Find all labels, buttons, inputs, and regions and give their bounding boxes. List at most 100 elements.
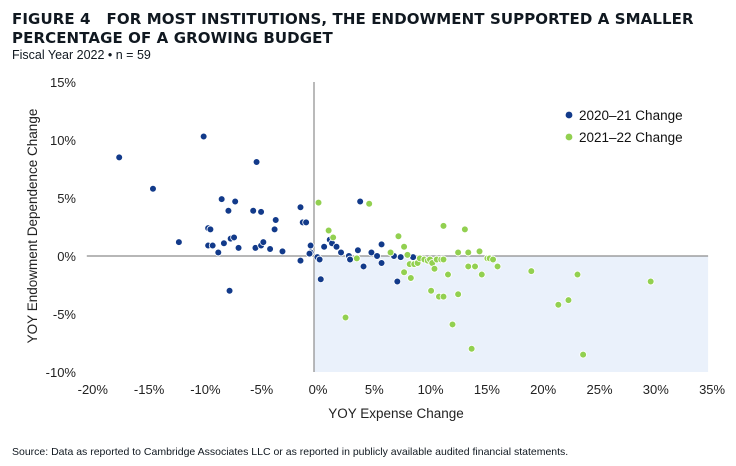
x-axis-label: YOY Expense Change: [328, 406, 464, 421]
point-2021-22: [448, 320, 457, 329]
point-2020-21: [115, 153, 124, 162]
point-2020-21: [367, 248, 376, 257]
point-2021-22: [430, 264, 439, 273]
x-tick-label: 0%: [309, 382, 328, 397]
point-2020-21: [296, 256, 305, 265]
legend-marker: [565, 133, 573, 141]
y-axis-label: YOY Endowment Dependence Change: [25, 109, 40, 344]
point-2020-21: [377, 240, 386, 249]
x-tick-label: -5%: [250, 382, 274, 397]
point-2020-21: [208, 241, 217, 250]
point-2020-21: [266, 245, 274, 253]
point-2020-21: [199, 132, 208, 141]
point-2020-21: [249, 206, 257, 215]
legend-label: 2021–22 Change: [579, 130, 683, 145]
y-tick-label: -5%: [53, 307, 77, 322]
point-2020-21: [217, 195, 226, 203]
point-2020-21: [315, 255, 324, 264]
point-2021-22: [407, 274, 415, 282]
point-2020-21: [252, 158, 261, 166]
x-tick-label: -15%: [134, 382, 165, 397]
point-2021-22: [394, 232, 403, 241]
point-2021-22: [464, 248, 473, 257]
point-2021-22: [400, 242, 408, 251]
point-2021-22: [439, 292, 448, 301]
point-2020-21: [206, 225, 215, 234]
point-2020-21: [306, 241, 315, 250]
point-2021-22: [314, 198, 323, 207]
point-2020-21: [396, 253, 405, 261]
x-tick-label: 20%: [530, 382, 556, 397]
point-2021-22: [579, 350, 587, 359]
point-2020-21: [270, 225, 279, 234]
point-2020-21: [230, 233, 238, 242]
point-2020-21: [320, 242, 328, 251]
x-tick-label: 30%: [643, 382, 669, 397]
x-tick-label: 10%: [418, 382, 444, 397]
point-2020-21: [337, 248, 345, 257]
point-2020-21: [214, 248, 223, 257]
point-2020-21: [296, 203, 305, 212]
point-2021-22: [386, 248, 395, 257]
point-2020-21: [224, 206, 233, 215]
point-2021-22: [352, 254, 361, 263]
figure-title-text: FOR MOST INSTITUTIONS, THE ENDOWMENT SUP…: [12, 10, 694, 47]
point-2020-21: [302, 218, 310, 227]
point-2021-22: [471, 262, 479, 271]
point-2020-21: [356, 197, 364, 206]
figure-number: FIGURE 4: [12, 10, 91, 28]
point-2021-22: [439, 255, 448, 264]
point-2020-21: [377, 259, 386, 267]
source-note: Source: Data as reported to Cambridge As…: [12, 446, 569, 458]
scatter-chart: -20% -15% -10% -5% 0% 5% 10% 15% 20% 25% 30% 35% -10…: [25, 75, 726, 421]
point-2020-21: [257, 208, 265, 216]
point-2020-21: [359, 262, 368, 271]
point-2021-22: [439, 222, 448, 230]
point-2021-22: [427, 286, 435, 295]
point-2021-22: [564, 296, 573, 304]
x-tick-label: -10%: [190, 382, 221, 397]
point-2021-22: [400, 268, 408, 277]
point-2021-22: [461, 225, 469, 234]
point-2021-22: [527, 267, 536, 275]
point-2021-22: [403, 251, 412, 259]
point-2020-21: [234, 244, 243, 252]
shaded-quadrant: [314, 256, 709, 372]
point-2020-21: [373, 252, 381, 260]
x-tick-label: 15%: [474, 382, 500, 397]
point-2021-22: [454, 290, 462, 299]
point-2020-21: [346, 255, 354, 264]
point-2021-22: [477, 270, 486, 279]
y-tick-label: 10%: [50, 133, 76, 148]
point-2021-22: [554, 300, 563, 309]
point-2020-21: [305, 249, 314, 258]
figure-title: FIGURE 4 FOR MOST INSTITUTIONS, THE ENDO…: [12, 10, 732, 48]
point-2020-21: [271, 216, 280, 224]
point-2020-21: [278, 247, 287, 256]
point-2020-21: [231, 197, 239, 206]
y-tick-label: 5%: [57, 191, 76, 206]
y-tick-label: -10%: [46, 365, 77, 380]
point-2021-22: [467, 344, 476, 353]
point-2021-22: [493, 262, 502, 271]
point-2020-21: [225, 286, 234, 295]
point-2021-22: [464, 262, 473, 271]
point-2021-22: [329, 233, 337, 242]
point-2021-22: [444, 270, 452, 279]
point-2021-22: [324, 226, 333, 235]
point-2020-21: [332, 242, 341, 251]
y-tick-label: 0%: [57, 249, 76, 264]
point-2020-21: [259, 238, 268, 246]
point-2021-22: [475, 247, 484, 256]
legend: 2020–21 Change 2021–22 Change: [565, 108, 683, 145]
point-2021-22: [573, 270, 582, 279]
legend-marker: [565, 111, 573, 119]
legend-label: 2020–21 Change: [579, 108, 683, 123]
point-2020-21: [175, 238, 183, 246]
point-2021-22: [341, 313, 350, 322]
x-tick-label: -20%: [78, 382, 109, 397]
x-tick-label: 5%: [365, 382, 384, 397]
point-2021-22: [646, 277, 655, 286]
figure-subtitle: Fiscal Year 2022 • n = 59: [12, 48, 151, 62]
point-2020-21: [220, 239, 228, 248]
